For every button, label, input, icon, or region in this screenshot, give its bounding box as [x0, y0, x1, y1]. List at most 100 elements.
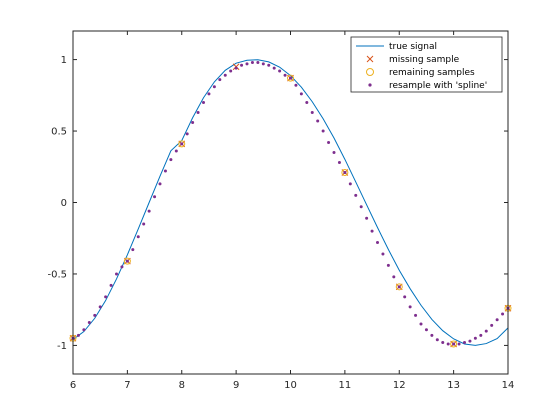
y-tick-label: 0	[61, 198, 67, 209]
resample-point	[414, 313, 418, 317]
x-tick-label: 12	[393, 380, 406, 391]
resample-point	[343, 170, 347, 174]
y-tick-label: -0.5	[47, 269, 67, 280]
resample-point	[256, 60, 260, 64]
resample-point	[490, 323, 494, 327]
axis-ticks	[72, 31, 509, 374]
resample-point	[120, 265, 124, 269]
resample-point	[430, 333, 434, 337]
resample-point	[305, 100, 309, 104]
x-tick-label: 10	[284, 380, 297, 391]
resample-point	[386, 263, 390, 267]
resample-point	[229, 69, 233, 73]
resample-point	[142, 222, 146, 226]
resample-point	[109, 283, 113, 287]
resample-point	[359, 205, 363, 209]
resample-point	[104, 295, 108, 299]
legend-swatch-missing-sample	[366, 55, 374, 63]
x-tick-label: 7	[124, 380, 130, 391]
remaining-sample-point	[341, 168, 349, 176]
resample-point	[424, 328, 428, 332]
resample-point	[278, 69, 282, 73]
x-tick-label: 14	[502, 380, 515, 391]
resample-point	[435, 338, 439, 342]
resample-point	[419, 322, 423, 326]
resample-point	[218, 78, 222, 82]
x-tick-label: 8	[179, 380, 185, 391]
legend-swatch-remaining-samples	[366, 68, 374, 76]
plot-frame	[72, 30, 509, 375]
resample-point	[245, 62, 249, 66]
resample-point	[191, 120, 195, 124]
resample-point	[310, 110, 314, 114]
resample-point	[294, 83, 298, 87]
resample-point	[163, 169, 167, 173]
resample-point	[240, 63, 244, 67]
resample-point	[397, 285, 401, 289]
resample-point	[446, 342, 450, 346]
legend-label-missing-sample: missing sample	[389, 55, 460, 65]
resample-point	[321, 129, 325, 133]
resample-point	[185, 132, 189, 136]
resample-point	[408, 305, 412, 309]
resample-point	[354, 193, 358, 197]
resample-point	[212, 85, 216, 89]
legend-label-resample-spline: resample with 'spline'	[389, 81, 487, 91]
x-tick-label: 9	[233, 380, 239, 391]
resample-point	[272, 66, 276, 70]
series-3	[71, 60, 510, 346]
resample-point	[381, 252, 385, 256]
resample-point	[174, 149, 178, 153]
remaining-sample-point	[287, 74, 294, 82]
resample-point	[153, 195, 157, 199]
resample-point	[93, 313, 97, 317]
resample-point	[392, 275, 396, 279]
resample-point	[473, 336, 477, 340]
resample-point	[337, 160, 341, 164]
tick-labels: 6 7 8 9 10 11 12 13 14 -1 -0.5 0 0.5 1	[47, 55, 514, 391]
resample-point	[468, 339, 472, 343]
resample-point	[207, 92, 211, 96]
resample-point	[283, 73, 287, 77]
resample-point	[261, 62, 265, 66]
resample-point	[484, 329, 488, 333]
x-tick-label: 6	[70, 380, 76, 391]
remaining-sample-point	[450, 340, 458, 348]
resample-point	[316, 119, 320, 123]
resample-point	[267, 63, 271, 67]
resample-point	[147, 209, 151, 213]
resample-point	[479, 333, 483, 337]
legend-label-true-signal: true signal	[389, 42, 437, 52]
resample-point	[131, 248, 135, 252]
remaining-sample-point	[395, 283, 403, 291]
series-layer	[69, 59, 512, 348]
resample-point	[501, 312, 505, 316]
resample-point	[332, 150, 336, 154]
y-tick-label: -1	[57, 341, 67, 352]
legend: true signal missing sample remaining sam…	[350, 36, 503, 93]
resample-point	[223, 73, 227, 77]
resample-point	[365, 216, 369, 220]
resample-point	[348, 182, 352, 186]
y-tick-label: 1	[61, 55, 67, 66]
resample-point	[196, 110, 200, 114]
resample-point	[289, 76, 292, 80]
y-tick-label: 0.5	[51, 127, 67, 138]
resample-point	[82, 328, 86, 332]
remaining-sample-point	[178, 140, 186, 148]
resample-point	[495, 318, 499, 322]
resample-point	[376, 241, 379, 245]
resample-point	[452, 342, 456, 346]
resample-point	[457, 342, 461, 346]
resample-point	[234, 66, 238, 70]
resample-point	[180, 142, 184, 146]
resample-point	[403, 295, 407, 299]
resample-point	[98, 305, 102, 309]
x-tick-label: 11	[339, 380, 352, 391]
resample-point	[115, 272, 118, 276]
resample-point	[202, 100, 205, 104]
legend-label-remaining-samples: remaining samples	[389, 68, 475, 78]
resample-point	[370, 229, 374, 233]
resample-point	[87, 321, 91, 325]
